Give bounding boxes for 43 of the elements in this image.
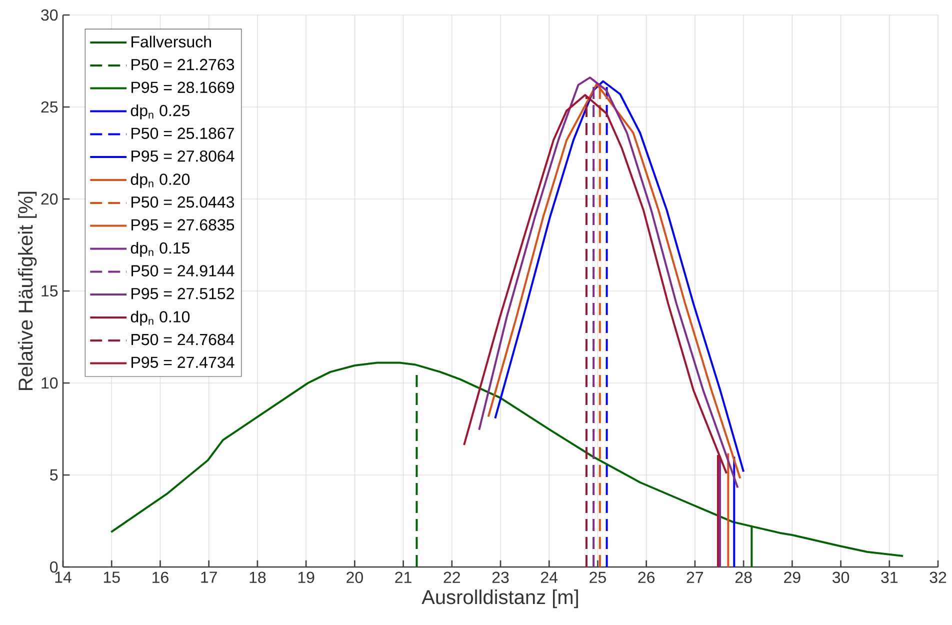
x-tick-label: 14 — [55, 572, 72, 583]
legend-label: P50 = 24.7684 — [132, 334, 234, 346]
x-tick-label: 32 — [930, 572, 946, 584]
legend-label: dp$_{n}$ 0.10 — [130, 310, 190, 326]
y-tick-label: 30 — [41, 9, 58, 21]
legend-label: P95 = 27.5152 — [132, 288, 234, 300]
x-tick-label: 17 — [201, 572, 217, 583]
legend-label: P95 = 27.8064 — [132, 150, 234, 162]
x-tick-label: 20 — [346, 572, 363, 584]
x-tick-label: 30 — [832, 572, 850, 584]
y-tick-label: 15 — [42, 285, 58, 297]
x-tick-label: 15 — [104, 572, 120, 583]
y-tick-label: 25 — [41, 101, 58, 113]
legend-label: P95 = 27.6835 — [132, 219, 234, 230]
legend-label: P50 = 24.9144 — [132, 265, 234, 276]
x-tick-label: 29 — [784, 572, 800, 584]
x-tick-label: 31 — [881, 572, 898, 584]
legend-label: P95 = 27.4734 — [132, 356, 234, 368]
legend-label: P95 = 28.1669 — [132, 82, 234, 94]
y-tick-label: 10 — [42, 377, 58, 389]
legend-label: P50 = 21.2763 — [132, 58, 234, 70]
x-tick-label: 16 — [152, 572, 168, 584]
x-tick-label: 25 — [590, 572, 606, 584]
x-tick-label: 18 — [250, 572, 266, 584]
y-tick-label: 0 — [50, 561, 58, 573]
legend-label: P50 = 25.0443 — [132, 196, 234, 208]
x-tick-label: 28 — [735, 572, 752, 584]
x-tick-label: 27 — [686, 572, 704, 583]
x-tick-label: 19 — [298, 572, 314, 584]
x-tick-label: 23 — [492, 572, 509, 584]
legend-label: Fallversuch — [132, 36, 211, 48]
x-tick-label: 24 — [541, 572, 558, 583]
x-tick-label: 21 — [395, 572, 412, 583]
y-tick-label: 20 — [41, 193, 58, 205]
legend-label: P50 = 25.1867 — [132, 128, 234, 139]
legend-label: dp$_{n}$ 0.20 — [130, 173, 190, 188]
legend-label: dp$_{n}$ 0.15 — [130, 242, 190, 257]
x-axis-title: Ausrolldistanz [m] — [422, 590, 578, 608]
x-tick-label: 22 — [444, 572, 460, 583]
y-axis-title: Relative Häufigkeit [%] — [18, 192, 37, 390]
x-tick-label: 26 — [638, 572, 655, 584]
legend-label: dp$_{n}$ 0.25 — [130, 104, 190, 120]
y-tick-label: 5 — [50, 469, 58, 481]
